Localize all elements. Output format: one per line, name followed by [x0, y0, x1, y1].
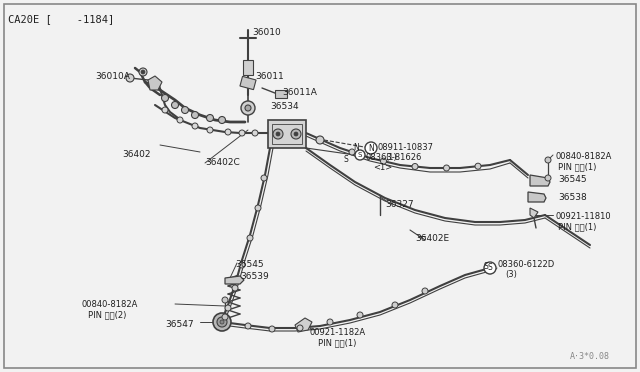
Circle shape — [191, 112, 198, 119]
Circle shape — [172, 102, 179, 109]
Circle shape — [349, 149, 355, 155]
Text: 36539: 36539 — [240, 272, 269, 281]
Text: 36010A: 36010A — [95, 72, 130, 81]
Circle shape — [316, 136, 324, 144]
Text: 08363-81626: 08363-81626 — [365, 153, 421, 162]
Circle shape — [225, 305, 231, 311]
Circle shape — [217, 317, 227, 327]
Text: 36545: 36545 — [558, 175, 587, 184]
Text: 36545: 36545 — [235, 260, 264, 269]
Circle shape — [484, 262, 496, 274]
Text: 00921-11810: 00921-11810 — [555, 212, 611, 221]
Text: 36402E: 36402E — [415, 234, 449, 243]
Circle shape — [276, 132, 280, 136]
Circle shape — [355, 150, 365, 160]
Text: <1>: <1> — [373, 163, 392, 172]
Text: 36010: 36010 — [252, 28, 281, 37]
Bar — [272, 124, 302, 144]
Circle shape — [245, 323, 251, 329]
Text: 00921-1182A: 00921-1182A — [310, 328, 366, 337]
Text: PIN ビン(1): PIN ビン(1) — [558, 222, 596, 231]
Text: 36538: 36538 — [558, 193, 587, 202]
Circle shape — [381, 158, 387, 164]
Circle shape — [327, 319, 333, 325]
Circle shape — [291, 129, 301, 139]
Text: 00840-8182A: 00840-8182A — [82, 300, 138, 309]
Text: 36534: 36534 — [270, 102, 299, 111]
Text: (3): (3) — [505, 270, 517, 279]
Circle shape — [239, 262, 245, 268]
Text: 08911-10837: 08911-10837 — [377, 143, 433, 152]
Text: N: N — [353, 143, 359, 152]
Circle shape — [218, 116, 225, 124]
Text: N: N — [368, 144, 374, 153]
Circle shape — [232, 285, 238, 291]
Circle shape — [475, 163, 481, 169]
Circle shape — [297, 325, 303, 331]
Bar — [268, 120, 306, 148]
Circle shape — [444, 165, 449, 171]
Circle shape — [213, 313, 231, 331]
Circle shape — [225, 129, 231, 135]
Text: 36547: 36547 — [165, 320, 194, 329]
Circle shape — [207, 127, 213, 133]
Circle shape — [177, 117, 183, 123]
Polygon shape — [530, 208, 538, 218]
Circle shape — [545, 175, 551, 181]
Text: 36011A: 36011A — [282, 88, 317, 97]
Circle shape — [182, 106, 189, 113]
Text: 00840-8182A: 00840-8182A — [555, 152, 611, 161]
Circle shape — [545, 157, 551, 163]
Circle shape — [239, 130, 245, 136]
Polygon shape — [148, 76, 162, 90]
Text: PIN ビン(1): PIN ビン(1) — [318, 338, 356, 347]
Circle shape — [241, 101, 255, 115]
Circle shape — [357, 312, 363, 318]
Polygon shape — [225, 276, 244, 284]
Circle shape — [222, 297, 228, 303]
Text: 08360-6122D: 08360-6122D — [498, 260, 556, 269]
Circle shape — [162, 107, 168, 113]
Polygon shape — [530, 175, 550, 186]
Polygon shape — [528, 192, 546, 202]
Text: 36011: 36011 — [255, 72, 284, 81]
Circle shape — [126, 74, 134, 82]
Bar — [275, 90, 287, 98]
Text: S: S — [488, 263, 492, 273]
Circle shape — [161, 94, 168, 102]
Circle shape — [141, 70, 145, 74]
Circle shape — [222, 314, 228, 320]
Text: S: S — [358, 152, 362, 158]
Text: S: S — [484, 262, 489, 271]
Circle shape — [245, 105, 251, 111]
Circle shape — [269, 326, 275, 332]
Text: 36327: 36327 — [385, 200, 413, 209]
Circle shape — [392, 302, 398, 308]
Circle shape — [273, 129, 283, 139]
Circle shape — [261, 175, 267, 181]
Bar — [240, 76, 256, 90]
Circle shape — [192, 123, 198, 129]
Circle shape — [207, 115, 214, 122]
Polygon shape — [295, 318, 312, 332]
Text: CA20E [    -1184]: CA20E [ -1184] — [8, 14, 115, 24]
Text: PIN ビン(1): PIN ビン(1) — [558, 162, 596, 171]
Circle shape — [247, 235, 253, 241]
Circle shape — [365, 142, 377, 154]
Text: PIN ビン(2): PIN ビン(2) — [88, 310, 126, 319]
Circle shape — [294, 132, 298, 136]
Text: 36402C: 36402C — [205, 158, 240, 167]
Bar — [243, 60, 253, 75]
Circle shape — [255, 205, 261, 211]
Text: A·3*0.08: A·3*0.08 — [570, 352, 610, 361]
Text: (1): (1) — [385, 153, 397, 162]
Text: S: S — [343, 155, 348, 164]
Circle shape — [422, 288, 428, 294]
Circle shape — [139, 68, 147, 76]
Circle shape — [252, 130, 258, 136]
Text: 36402: 36402 — [122, 150, 150, 159]
Circle shape — [220, 320, 224, 324]
Circle shape — [412, 164, 418, 170]
